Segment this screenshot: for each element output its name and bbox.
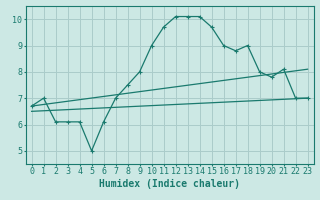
X-axis label: Humidex (Indice chaleur): Humidex (Indice chaleur): [99, 179, 240, 189]
